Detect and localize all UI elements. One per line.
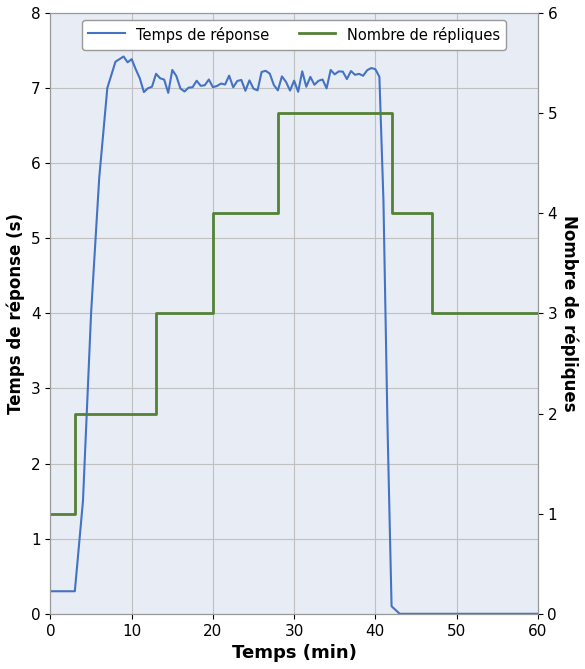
Nombre de répliques <box>71 409 78 417</box>
Nombre de répliques <box>274 109 281 117</box>
Temps de réponse <box>372 65 379 73</box>
Nombre de répliques <box>331 109 338 117</box>
Nombre de répliques <box>331 109 338 117</box>
Nombre de répliques <box>274 209 281 217</box>
Nombre de répliques <box>469 309 476 317</box>
Line: Temps de réponse: Temps de réponse <box>50 56 538 613</box>
Nombre de répliques <box>372 109 379 117</box>
Nombre de répliques <box>429 209 436 217</box>
Nombre de répliques <box>372 109 379 117</box>
Nombre de répliques <box>71 510 78 518</box>
Nombre de répliques <box>469 309 476 317</box>
Temps de réponse <box>307 73 314 81</box>
Line: Nombre de répliques: Nombre de répliques <box>50 113 538 514</box>
Nombre de répliques <box>429 309 436 317</box>
Temps de réponse <box>534 609 541 617</box>
Nombre de répliques <box>534 309 541 317</box>
Nombre de répliques <box>209 209 216 217</box>
Temps de réponse <box>230 84 237 92</box>
Y-axis label: Temps de réponse (s): Temps de réponse (s) <box>7 213 25 414</box>
X-axis label: Temps (min): Temps (min) <box>232 644 356 662</box>
Y-axis label: Nombre de répliques: Nombre de répliques <box>560 215 578 411</box>
Nombre de répliques <box>153 409 160 417</box>
Nombre de répliques <box>388 109 395 117</box>
Temps de réponse <box>295 88 302 96</box>
Nombre de répliques <box>47 510 54 518</box>
Temps de réponse <box>396 609 403 617</box>
Legend: Temps de réponse, Nombre de répliques: Temps de réponse, Nombre de répliques <box>82 20 506 50</box>
Temps de réponse <box>283 78 290 86</box>
Nombre de répliques <box>388 209 395 217</box>
Nombre de répliques <box>88 409 95 417</box>
Temps de réponse <box>278 72 285 80</box>
Temps de réponse <box>47 587 54 595</box>
Nombre de répliques <box>153 309 160 317</box>
Nombre de répliques <box>88 409 95 417</box>
Temps de réponse <box>120 52 127 60</box>
Nombre de répliques <box>209 309 216 317</box>
